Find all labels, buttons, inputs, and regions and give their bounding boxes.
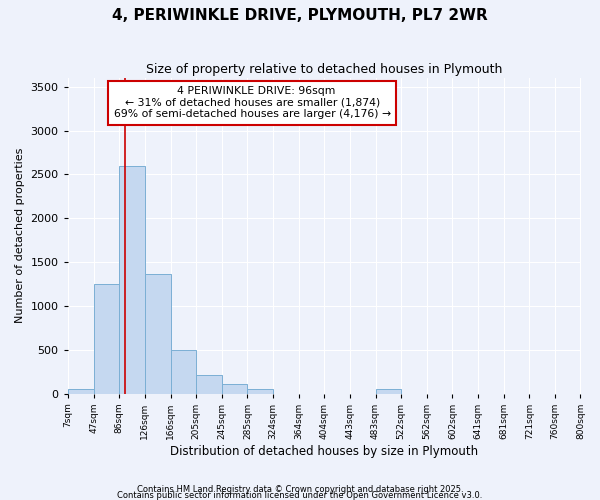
Bar xyxy=(94,284,119,394)
Text: Contains HM Land Registry data © Crown copyright and database right 2025.: Contains HM Land Registry data © Crown c… xyxy=(137,484,463,494)
Y-axis label: Number of detached properties: Number of detached properties xyxy=(15,148,25,324)
Bar xyxy=(221,384,247,394)
Bar xyxy=(68,388,94,394)
Text: Contains public sector information licensed under the Open Government Licence v3: Contains public sector information licen… xyxy=(118,490,482,500)
Bar xyxy=(119,166,145,394)
X-axis label: Distribution of detached houses by size in Plymouth: Distribution of detached houses by size … xyxy=(170,444,478,458)
Bar xyxy=(247,389,272,394)
Text: 4, PERIWINKLE DRIVE, PLYMOUTH, PL7 2WR: 4, PERIWINKLE DRIVE, PLYMOUTH, PL7 2WR xyxy=(112,8,488,22)
Text: 4 PERIWINKLE DRIVE: 96sqm
← 31% of detached houses are smaller (1,874)
69% of se: 4 PERIWINKLE DRIVE: 96sqm ← 31% of detac… xyxy=(114,86,391,119)
Bar xyxy=(145,274,170,394)
Bar xyxy=(196,375,221,394)
Bar xyxy=(170,350,196,394)
Title: Size of property relative to detached houses in Plymouth: Size of property relative to detached ho… xyxy=(146,62,502,76)
Bar xyxy=(376,388,401,394)
